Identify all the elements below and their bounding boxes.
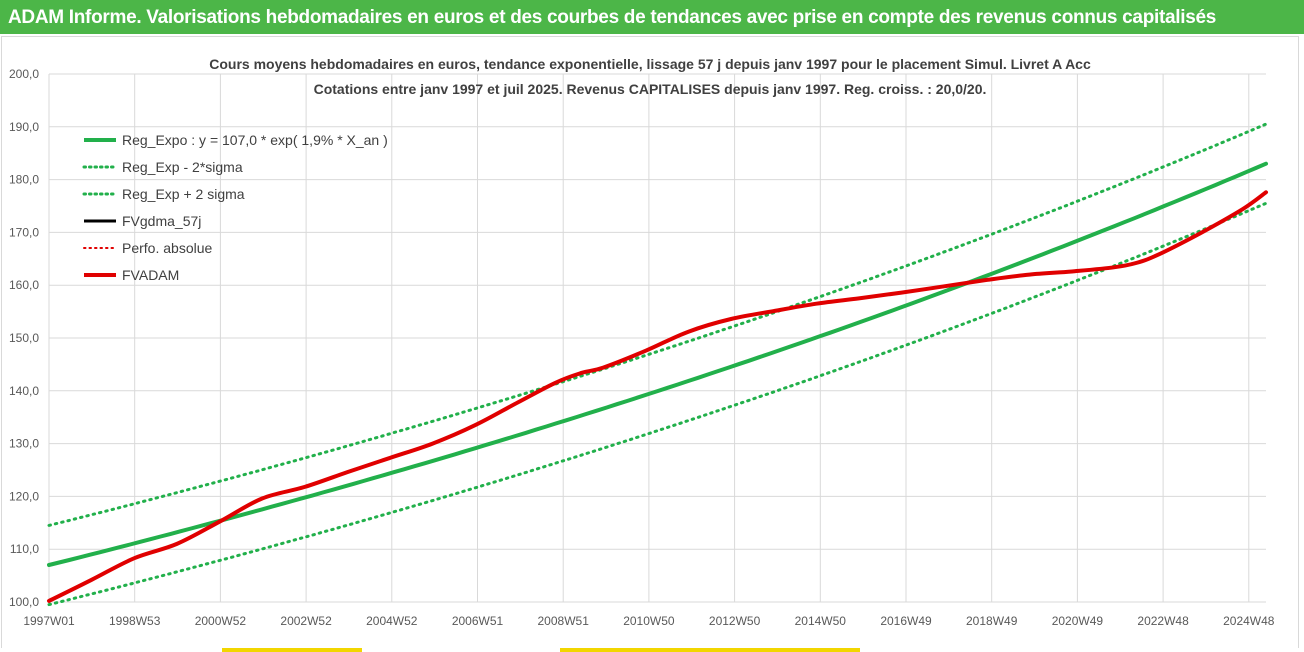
x-tick-label: 2002W52 (280, 614, 332, 628)
x-tick-label: 1998W53 (109, 614, 161, 628)
y-tick-label: 120,0 (9, 489, 39, 503)
x-tick-label: 2022W48 (1137, 614, 1189, 628)
legend-label: Perfo. absolue (122, 240, 212, 256)
y-tick-label: 200,0 (9, 67, 39, 81)
legend-item: Reg_Exp + 2 sigma (82, 186, 245, 202)
y-tick-label: 180,0 (9, 173, 39, 187)
y-axis-ticks: 100,0 110,0 120,0 130,0 140,0 150,0 160,0 170,0… (9, 67, 39, 609)
chart-title-line-2: Cotations entre janv 1997 et juil 2025. … (314, 81, 987, 97)
series-line-main-0 (47, 161, 1268, 567)
legend-label: FVgdma_57j (122, 213, 201, 229)
legend-item: Reg_Exp - 2*sigma (82, 159, 243, 175)
chart-title: Cours moyens hebdomadaires en euros, ten… (209, 56, 1091, 97)
series-line-main-3 (47, 190, 1268, 603)
chart-title-line-1: Cours moyens hebdomadaires en euros, ten… (209, 56, 1091, 72)
y-tick-label: 110,0 (10, 542, 39, 556)
x-tick-label: 1997W01 (23, 614, 75, 628)
grid (48, 73, 1266, 603)
y-tick-label: 150,0 (9, 331, 39, 345)
report-title: ADAM Informe. Valorisations hebdomadaire… (8, 7, 1217, 28)
x-tick-label: 2020W49 (1052, 614, 1104, 628)
legend: Reg_Expo : y = 107,0 * exp( 1,9% * X_an … (82, 132, 388, 283)
series-line-band-2 (47, 122, 1268, 527)
legend-label: Reg_Expo : y = 107,0 * exp( 1,9% * X_an … (122, 132, 388, 148)
x-tick-label: 2018W49 (966, 614, 1018, 628)
legend-item: FVgdma_57j (84, 213, 201, 229)
legend-item: Reg_Expo : y = 107,0 * exp( 1,9% * X_an … (84, 132, 388, 148)
legend-item: Perfo. absolue (83, 240, 212, 256)
bottom-accent-strip (0, 648, 1304, 652)
x-tick-label: 2024W48 (1223, 614, 1275, 628)
legend-label: FVADAM (122, 267, 179, 283)
y-tick-label: 130,0 (9, 437, 39, 451)
x-axis-ticks: 1997W01 1998W53 2000W52 2002W52 2004W52 2006W… (23, 614, 1274, 628)
x-tick-label: 2004W52 (366, 614, 418, 628)
report-banner: ADAM Informe. Valorisations hebdomadaire… (0, 0, 1304, 34)
x-tick-label: 2014W50 (795, 614, 847, 628)
x-tick-label: 2000W52 (195, 614, 247, 628)
y-tick-label: 170,0 (9, 225, 39, 239)
y-tick-label: 160,0 (9, 278, 39, 292)
y-tick-label: 190,0 (9, 120, 39, 134)
legend-label: Reg_Exp - 2*sigma (122, 159, 243, 175)
legend-item: FVADAM (84, 267, 179, 283)
y-tick-label: 140,0 (9, 384, 39, 398)
y-tick-label: 100,0 (9, 595, 39, 609)
x-tick-label: 2010W50 (623, 614, 675, 628)
series-lines (47, 122, 1268, 607)
legend-label: Reg_Exp + 2 sigma (122, 186, 245, 202)
x-tick-label: 2006W51 (452, 614, 504, 628)
x-tick-label: 2008W51 (538, 614, 590, 628)
x-tick-label: 2016W49 (880, 614, 932, 628)
x-tick-label: 2012W50 (709, 614, 761, 628)
series-line-band-1 (47, 201, 1268, 607)
